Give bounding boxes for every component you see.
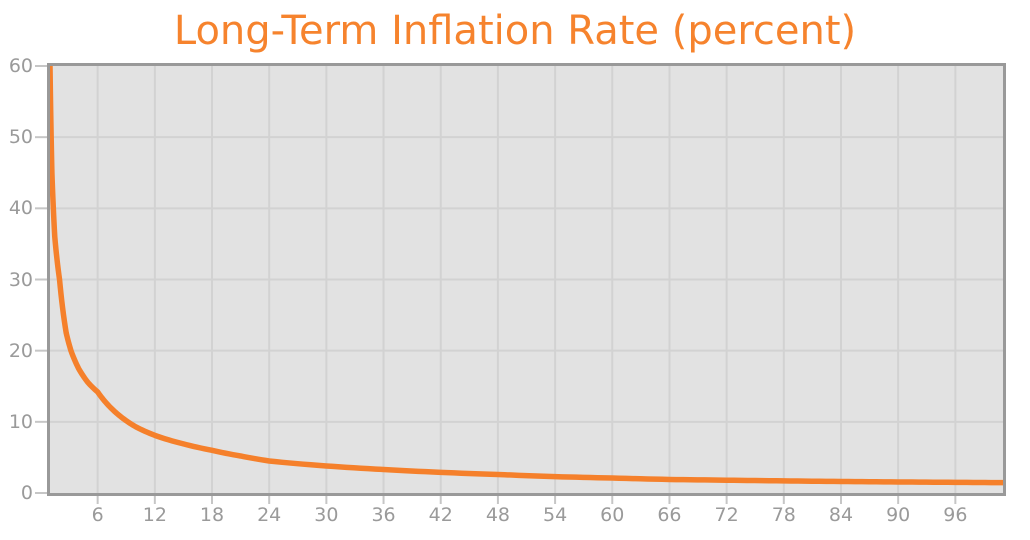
x-tick-label: 12 (142, 504, 167, 526)
x-tick-label: 6 (91, 504, 104, 526)
chart-title: Long-Term Inflation Rate (percent) (173, 8, 857, 54)
y-tick-label: 60 (8, 55, 33, 77)
y-tick-label: 30 (8, 268, 33, 291)
x-tick-label: 66 (657, 504, 682, 526)
x-tick-label: 96 (943, 504, 968, 526)
x-tick-label: 90 (886, 504, 911, 526)
y-tick-label: 50 (8, 126, 33, 149)
x-tick-label: 48 (485, 504, 510, 526)
x-tick-label: 78 (771, 504, 796, 526)
y-tick-label: 40 (8, 197, 33, 220)
y-tick-label: 10 (8, 410, 33, 433)
plot-border (47, 63, 1006, 496)
x-tick-label: 84 (828, 504, 854, 526)
y-tick-label: 20 (8, 339, 33, 362)
x-tick-label: 42 (428, 504, 453, 526)
inflation-curve (50, 66, 1003, 486)
x-tick-label: 18 (199, 504, 225, 526)
x-tick-label: 72 (714, 504, 739, 526)
x-tick-label: 30 (314, 504, 339, 526)
x-tick-label: 24 (257, 504, 282, 526)
x-tick-label: 60 (600, 504, 625, 526)
x-tick-label: 36 (371, 504, 396, 526)
x-tick-label: 54 (542, 504, 568, 526)
y-tick-label: 0 (20, 482, 33, 504)
